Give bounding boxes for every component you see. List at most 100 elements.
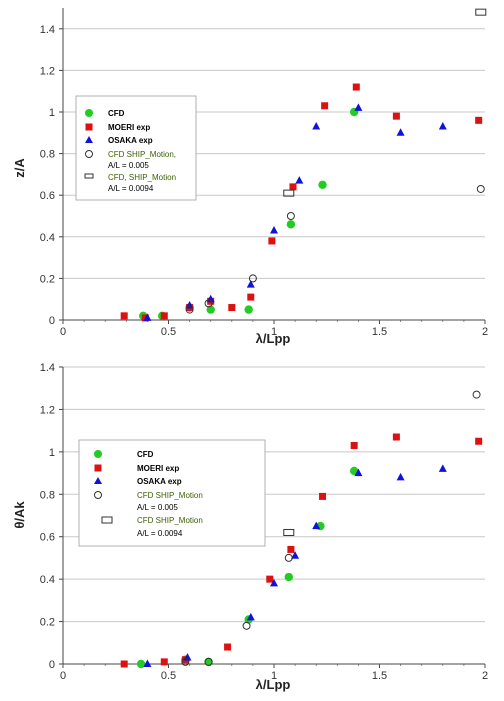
- data-point: [248, 274, 257, 283]
- data-point: [396, 472, 405, 481]
- data-point: [160, 312, 168, 320]
- data-point: [143, 659, 152, 667]
- y-axis-label: θ/Ak: [12, 501, 27, 529]
- data-point: [283, 189, 295, 197]
- data-point: [354, 103, 363, 111]
- data-point: [354, 468, 363, 477]
- legend-marker-ship2: [101, 516, 113, 524]
- data-point: [246, 612, 255, 621]
- x-tick-label: 0: [60, 670, 66, 682]
- data-point: [321, 102, 329, 110]
- data-point: [224, 643, 232, 651]
- legend-label-ship1-line1: CFD SHIP_Motion,: [108, 150, 176, 159]
- data-point: [472, 390, 481, 399]
- data-point: [204, 657, 213, 666]
- legend-label-moeri: MOERI exp: [137, 464, 179, 473]
- legend-marker-osaka: [85, 136, 93, 143]
- legend-marker-cfd: [94, 450, 102, 458]
- data-marks: [120, 390, 483, 669]
- data-point: [476, 184, 485, 193]
- legend-label-moeri: MOERI exp: [108, 123, 150, 132]
- x-tick-label: 1: [271, 670, 277, 682]
- data-point: [289, 183, 297, 191]
- legend-marker-ship1: [94, 491, 102, 499]
- data-point: [438, 464, 447, 472]
- data-point: [284, 553, 293, 562]
- x-tick-label: 1.5: [372, 326, 387, 338]
- data-point: [204, 299, 213, 308]
- x-tick-label: 2: [482, 670, 488, 682]
- data-point: [185, 305, 194, 314]
- data-point: [475, 116, 483, 124]
- y-tick-label: 1.4: [40, 24, 55, 36]
- legend-label-ship1-line1: CFD SHIP_Motion: [137, 491, 203, 500]
- x-tick-labels: 0 0.5 1 1.5 2: [60, 670, 488, 682]
- data-point: [312, 122, 321, 130]
- data-point: [396, 128, 405, 136]
- y-tick-labels: 0 0.2 0.4 0.6 0.8 1 1.2 1.4: [40, 24, 55, 327]
- data-point: [244, 305, 253, 314]
- axes: [59, 8, 486, 324]
- legend-label-ship2-line1: CFD SHIP_Motion: [137, 516, 203, 525]
- legend-marker-osaka: [94, 477, 102, 484]
- data-point: [143, 313, 152, 321]
- legend: CFD MOERI exp OSAKA exp CFD SHIP_Motion,…: [75, 95, 197, 201]
- legend-label-ship2-line2: A/L = 0.0094: [108, 184, 154, 193]
- data-point: [266, 575, 274, 583]
- legend-marker-moeri: [85, 123, 93, 131]
- y-tick-label: 0.4: [40, 232, 55, 244]
- data-point: [120, 312, 128, 320]
- legend-label-ship1-line2: A/L = 0.005: [137, 503, 178, 512]
- legend-box: [75, 95, 197, 201]
- y-tick-label: 0.4: [40, 574, 55, 586]
- data-point: [283, 528, 295, 536]
- data-point: [247, 293, 255, 301]
- data-point: [319, 492, 327, 500]
- y-tick-label: 0.2: [40, 617, 55, 629]
- data-point: [160, 658, 168, 666]
- legend-label-osaka: OSAKA exp: [137, 477, 182, 486]
- x-tick-label: 0.5: [161, 670, 176, 682]
- data-point: [287, 545, 295, 553]
- x-axis-label: λ/Lpp: [256, 331, 291, 346]
- y-tick-label: 0: [49, 315, 55, 327]
- data-point: [136, 659, 146, 669]
- y-tick-label: 0.8: [40, 149, 55, 161]
- y-tick-label: 1.2: [40, 65, 55, 77]
- legend-label-osaka: OSAKA exp: [108, 136, 153, 145]
- y-tick-label: 0.6: [40, 190, 55, 202]
- data-point: [268, 237, 276, 245]
- data-point: [228, 304, 236, 312]
- legend-label-cfd: CFD: [108, 109, 125, 118]
- legend-marker-cfd: [85, 109, 93, 117]
- legend-label-ship2-line2: A/L = 0.0094: [137, 529, 183, 538]
- data-point: [392, 112, 400, 120]
- data-point: [392, 433, 400, 441]
- data-point: [246, 280, 255, 288]
- legend-label-ship1-line2: A/L = 0.005: [108, 161, 149, 170]
- legend-marker-moeri: [94, 464, 102, 472]
- data-point: [352, 83, 360, 91]
- data-point: [295, 176, 304, 184]
- data-point: [204, 657, 213, 667]
- y-tick-label: 1.4: [40, 362, 55, 374]
- y-tick-label: 0.2: [40, 273, 55, 285]
- chart-heave: 0 0.2 0.4 0.6 0.8 1 1.2 1.4 0 0.5 1 1.5 2 z/A λ/Lpp…: [12, 8, 488, 346]
- data-point: [291, 551, 300, 559]
- data-point: [318, 180, 327, 189]
- data-point: [270, 226, 278, 234]
- data-point: [312, 521, 321, 530]
- y-tick-label: 0.8: [40, 489, 55, 501]
- y-tick-label: 1: [49, 447, 55, 459]
- y-tick-label: 1.2: [40, 404, 55, 416]
- legend-label-cfd: CFD: [137, 450, 154, 459]
- x-axis-label: λ/Lpp: [256, 677, 291, 692]
- data-marks: [120, 8, 487, 322]
- x-tick-label: 1: [271, 326, 277, 338]
- x-tick-label: 0.5: [161, 326, 176, 338]
- data-point: [475, 8, 487, 16]
- data-point: [475, 437, 483, 445]
- x-tick-label: 2: [482, 326, 488, 338]
- x-tick-labels: 0 0.5 1 1.5 2: [60, 326, 488, 338]
